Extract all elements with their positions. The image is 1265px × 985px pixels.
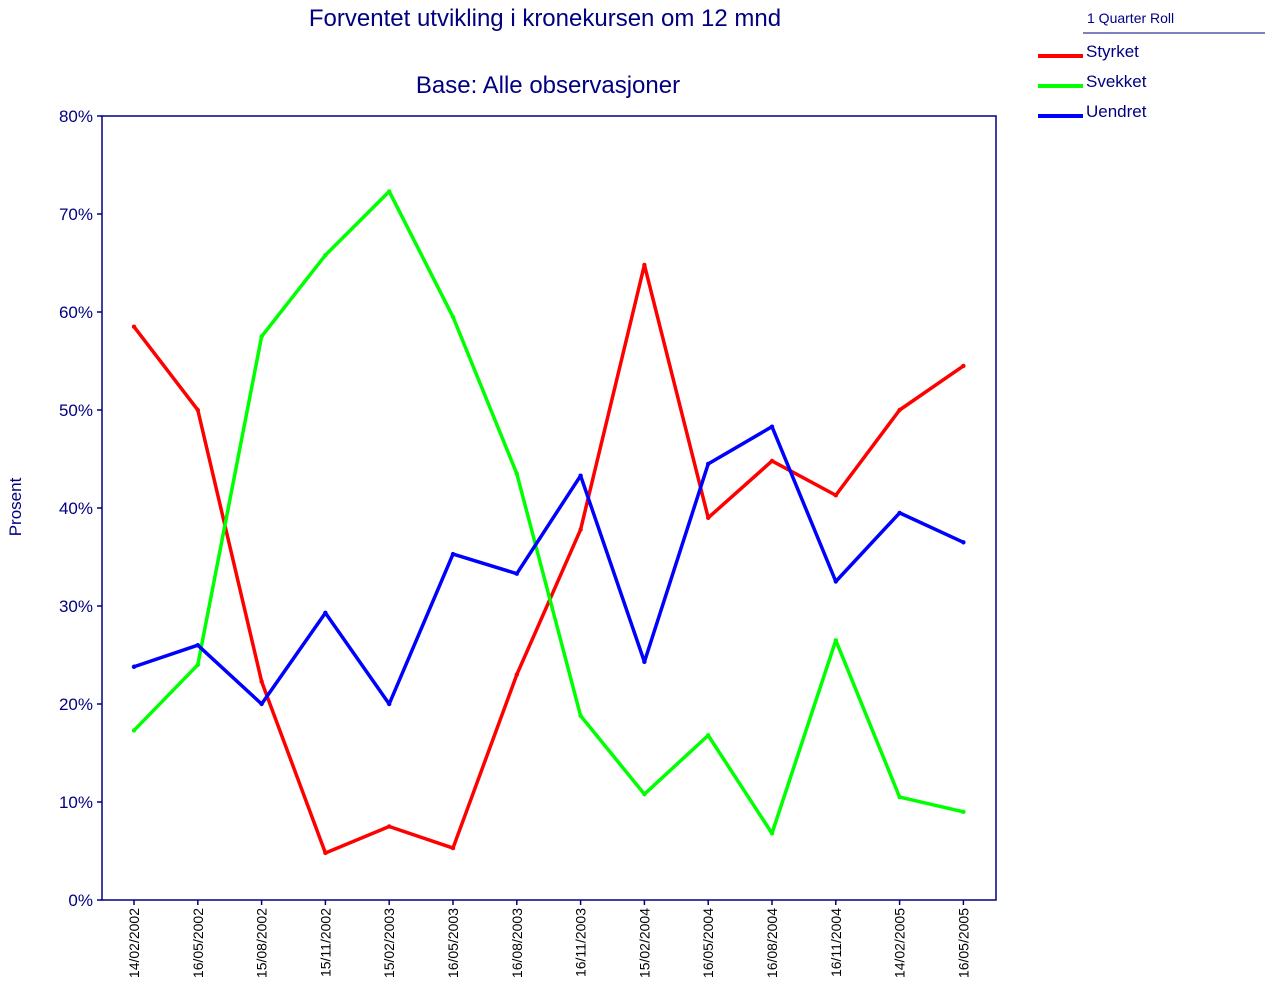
series-layer — [131, 189, 966, 856]
x-tick-label: 16/08/2004 — [764, 908, 780, 978]
data-point-svekket — [259, 334, 264, 339]
data-point-uendret — [897, 510, 902, 516]
data-point-styrket — [387, 824, 392, 829]
x-tick-label: 14/02/2005 — [892, 908, 908, 978]
data-point-styrket — [514, 672, 519, 677]
data-point-uendret — [769, 424, 775, 429]
data-point-svekket — [706, 733, 711, 738]
legend-label-svekket: Svekket — [1086, 72, 1147, 91]
data-point-styrket — [769, 458, 775, 464]
series-line-uendret — [133, 424, 965, 706]
x-tick-label: 15/08/2002 — [254, 908, 270, 978]
data-point-svekket — [769, 831, 775, 836]
series-line-svekket — [132, 189, 964, 836]
data-point-svekket — [897, 794, 902, 800]
x-tick-label: 16/11/2003 — [573, 908, 589, 977]
data-point-svekket — [450, 314, 456, 320]
data-point-svekket — [323, 252, 328, 258]
data-point-styrket — [706, 515, 711, 520]
data-point-styrket — [961, 363, 966, 369]
series-line-styrket — [132, 263, 965, 855]
plot-area — [101, 115, 997, 901]
x-tick-label: 15/02/2004 — [636, 908, 652, 978]
data-point-svekket — [961, 809, 966, 814]
y-tick-label: 80% — [59, 107, 93, 126]
y-tick-label: 0% — [68, 891, 93, 910]
data-point-styrket — [195, 407, 200, 413]
data-point-styrket — [833, 493, 838, 498]
data-point-uendret — [642, 659, 647, 665]
data-point-styrket — [578, 527, 583, 532]
y-axis: 0% 10% 20% 30% 40% 50% 60% 70% 80% — [59, 107, 102, 910]
data-point-uendret — [323, 610, 328, 616]
legend: 1 Quarter Roll Styrket Svekket Uendret — [1038, 10, 1265, 121]
x-tick-label: 15/02/2003 — [381, 908, 397, 978]
data-point-styrket — [131, 324, 137, 329]
x-tick-label: 16/08/2003 — [509, 908, 525, 978]
data-point-uendret — [514, 571, 519, 576]
data-point-uendret — [131, 664, 137, 669]
data-point-svekket — [514, 471, 519, 476]
chart-title: Forventet utvikling i kronekursen om 12 … — [309, 5, 781, 32]
x-tick-label: 16/05/2002 — [190, 908, 206, 978]
data-point-styrket — [259, 679, 264, 684]
legend-label-styrket: Styrket — [1086, 42, 1139, 61]
y-tick-label: 20% — [59, 695, 93, 714]
legend-label-uendret: Uendret — [1086, 102, 1147, 121]
data-point-svekket — [131, 728, 137, 733]
x-tick-label: 16/05/2003 — [445, 908, 461, 978]
y-tick-label: 10% — [59, 793, 93, 812]
data-point-styrket — [323, 850, 328, 856]
y-tick-label: 60% — [59, 303, 93, 322]
y-tick-label: 40% — [59, 499, 93, 518]
y-axis-title: Prosent — [6, 477, 25, 536]
data-point-styrket — [897, 407, 902, 413]
data-point-uendret — [833, 579, 838, 584]
x-axis: 14/02/2002 16/05/2002 15/08/2002 15/11/2002… — [126, 900, 971, 978]
data-point-svekket — [195, 662, 200, 667]
data-point-svekket — [387, 189, 392, 194]
y-tick-label: 50% — [59, 401, 93, 420]
data-point-uendret — [259, 701, 264, 707]
data-point-uendret — [450, 551, 456, 557]
data-point-styrket — [642, 262, 647, 268]
data-point-uendret — [578, 473, 583, 478]
y-tick-label: 30% — [59, 597, 93, 616]
x-tick-label: 15/11/2002 — [317, 908, 333, 977]
data-point-uendret — [195, 643, 200, 648]
data-point-svekket — [642, 791, 647, 797]
data-point-styrket — [450, 845, 456, 851]
chart-subtitle: Base: Alle observasjoner — [416, 72, 680, 99]
x-tick-label: 16/11/2004 — [828, 908, 844, 977]
data-point-uendret — [706, 461, 711, 467]
x-tick-label: 16/05/2005 — [955, 908, 971, 978]
data-point-uendret — [387, 701, 392, 707]
legend-items: Styrket Svekket Uendret — [1038, 42, 1147, 121]
data-point-svekket — [833, 638, 838, 643]
data-point-uendret — [961, 540, 966, 545]
y-tick-label: 70% — [59, 205, 93, 224]
legend-header: 1 Quarter Roll — [1087, 10, 1174, 26]
data-point-svekket — [578, 713, 583, 718]
x-tick-label: 14/02/2002 — [126, 908, 142, 978]
x-tick-label: 16/05/2004 — [700, 908, 716, 978]
